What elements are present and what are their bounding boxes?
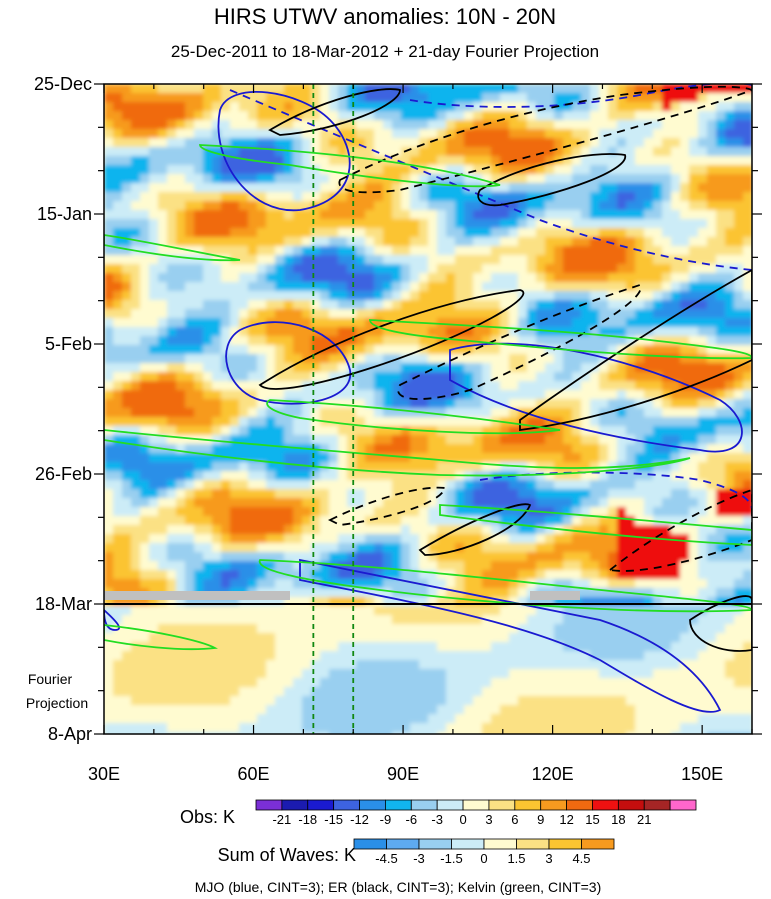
colorbar-tick-label: -4.5 xyxy=(375,851,397,866)
colorbar-swatch xyxy=(581,838,615,850)
colorbar-swatch xyxy=(592,799,619,811)
colorbar-swatch xyxy=(617,799,645,811)
colorbar-tick-label: 21 xyxy=(637,812,651,827)
reference-lines xyxy=(312,84,355,734)
kelvin-contour xyxy=(199,144,501,188)
x-tick-label: 30E xyxy=(88,764,120,784)
colorbar-swatch xyxy=(566,799,593,811)
colorbar-tick-label: 15 xyxy=(585,812,599,827)
chart-title: HIRS UTWV anomalies: 10N - 20N xyxy=(214,4,556,29)
y-axis: 25-Dec 15-Jan 5-Feb 26-Feb 18-Mar 8-Apr xyxy=(34,74,762,744)
y-tick-label: 15-Jan xyxy=(37,204,92,224)
missing-data-band-east xyxy=(530,591,580,600)
colorbar-swatch xyxy=(307,799,335,811)
colorbar-swatch xyxy=(359,799,386,811)
colorbar-swatch xyxy=(418,838,452,850)
colorbar-swatch xyxy=(540,799,567,811)
colorbar-swatch xyxy=(462,799,490,811)
kelvin-contour xyxy=(369,319,752,360)
colorbar-tick-label: 3 xyxy=(485,812,492,827)
colorbar-swatch xyxy=(410,799,438,811)
y-tick-label: 18-Mar xyxy=(35,594,92,614)
kelvin-contour xyxy=(104,624,218,651)
colorbar-swatch xyxy=(436,799,464,811)
y-tick-label: 25-Dec xyxy=(34,74,92,94)
colorbar-swatch xyxy=(451,838,485,850)
contour-legend: MJO (blue, CINT=3); ER (black, CINT=3); … xyxy=(195,879,602,895)
colorbar-tick-label: 6 xyxy=(511,812,518,827)
er-contour xyxy=(607,489,752,572)
colorbar-tick-label: -1.5 xyxy=(440,851,462,866)
kelvin-contour xyxy=(104,234,241,262)
colorbar-swatch xyxy=(333,799,360,811)
colorbar-swatch xyxy=(483,838,517,850)
kelvin-contour xyxy=(104,429,691,477)
mjo-contour xyxy=(479,471,752,511)
colorbar-tick-label: 18 xyxy=(611,812,625,827)
colorbar-swatch xyxy=(516,838,550,850)
colorbar-tick-label: 3 xyxy=(545,851,552,866)
y-tick-label: 26-Feb xyxy=(35,464,92,484)
kelvin-contour xyxy=(258,559,752,613)
er-contour xyxy=(327,486,447,526)
colorbar-swatch xyxy=(385,799,412,811)
colorbar-swatch xyxy=(514,799,542,811)
projection-label-line2: Projection xyxy=(26,695,88,711)
mjo-contour xyxy=(229,89,752,271)
x-tick-label: 150E xyxy=(681,764,723,784)
waves-colorbar: -4.5 -3 -1.5 0 1.5 3 4.5 xyxy=(353,838,615,866)
wave-contours xyxy=(104,84,752,713)
y-tick-label: 8-Apr xyxy=(48,724,92,744)
x-tick-label: 120E xyxy=(532,764,574,784)
colorbar-swatch xyxy=(643,799,671,811)
colorbar-swatch xyxy=(281,799,309,811)
missing-data-band-west xyxy=(104,591,290,600)
x-tick-label: 60E xyxy=(238,764,270,784)
colorbar-tick-label: 0 xyxy=(480,851,487,866)
colorbar-swatch xyxy=(669,799,697,811)
waves-colorbar-label: Sum of Waves: K xyxy=(218,845,356,865)
er-contour xyxy=(397,283,642,400)
er-contour xyxy=(477,153,626,207)
colorbar-tick-label: -12 xyxy=(350,812,369,827)
chart-subtitle: 25-Dec-2011 to 18-Mar-2012 + 21-day Four… xyxy=(171,42,599,61)
colorbar-tick-label: -9 xyxy=(380,812,392,827)
colorbar-tick-label: 12 xyxy=(559,812,573,827)
kelvin-contour xyxy=(266,399,561,435)
colorbar-swatch xyxy=(353,838,387,850)
y-tick-label: 5-Feb xyxy=(45,334,92,354)
colorbar-tick-label: -18 xyxy=(298,812,317,827)
er-contour xyxy=(418,503,532,556)
er-contour xyxy=(519,268,752,432)
colorbar-tick-label: 1.5 xyxy=(507,851,525,866)
colorbar-tick-label: 4.5 xyxy=(572,851,590,866)
colorbar-tick-label: -6 xyxy=(406,812,418,827)
kelvin-contour xyxy=(439,504,752,546)
mjo-contour xyxy=(217,91,351,212)
er-contour xyxy=(258,289,525,390)
colorbar-tick-label: -15 xyxy=(324,812,343,827)
colorbar-swatch xyxy=(548,838,582,850)
x-tick-label: 90E xyxy=(387,764,419,784)
colorbar-swatch xyxy=(488,799,516,811)
er-contour xyxy=(268,88,401,136)
plot-area: 25-Dec 15-Jan 5-Feb 26-Feb 18-Mar 8-Apr 30E 60… xyxy=(34,74,762,784)
obs-colorbar: -21 -18 -15 -12 -9 -6 -3 0 3 6 9 12 15 18 21 xyxy=(255,799,697,827)
colorbar-swatch xyxy=(255,799,283,811)
mjo-contour xyxy=(299,558,722,713)
projection-label-line1: Fourier xyxy=(28,671,73,687)
plot-frame xyxy=(103,83,753,735)
colorbar-tick-label: -3 xyxy=(431,812,443,827)
colorbar-swatch xyxy=(386,838,420,850)
colorbar-tick-label: -3 xyxy=(413,851,425,866)
x-axis: 30E 60E 90E 120E 150E xyxy=(88,84,753,784)
mjo-contour xyxy=(225,321,351,405)
colorbar-tick-label: -21 xyxy=(272,812,291,827)
obs-colorbar-label: Obs: K xyxy=(180,807,235,827)
colorbar-tick-label: 0 xyxy=(459,812,466,827)
colorbar-tick-label: 9 xyxy=(537,812,544,827)
